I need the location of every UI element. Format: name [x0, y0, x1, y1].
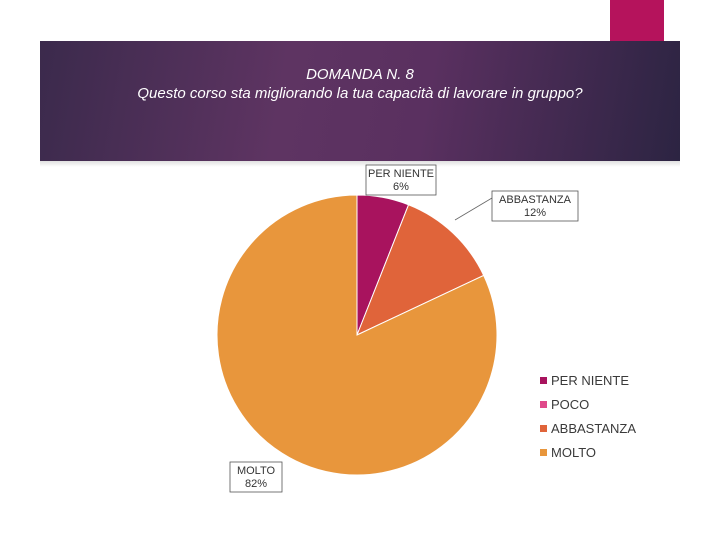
data-label-category: MOLTO [237, 465, 276, 477]
slide-title: DOMANDA N. 8 Questo corso sta migliorand… [40, 65, 680, 103]
legend-label: ABBASTANZA [551, 420, 637, 436]
chart-legend: PER NIENTE POCO ABBASTANZA MOLTO [540, 368, 636, 464]
legend-label: PER NIENTE [551, 372, 630, 388]
pie-slice-molto [216, 194, 498, 476]
data-label-value: 6% [393, 181, 409, 193]
legend-label: POCO [551, 396, 590, 412]
title-line-2: Questo corso sta migliorando la tua capa… [137, 85, 583, 102]
pie-slice-abbastanza [356, 204, 485, 336]
legend-label: MOLTO [551, 444, 597, 460]
data-label-box [229, 461, 283, 493]
title-banner: DOMANDA N. 8 Questo corso sta migliorand… [40, 41, 680, 167]
legend-swatch [540, 424, 547, 432]
legend-item-molto: MOLTO [540, 440, 636, 464]
legend-item-abbastanza: ABBASTANZA [540, 416, 636, 440]
legend-swatch [540, 448, 547, 456]
legend-swatch [540, 400, 547, 408]
legend-item-poco: POCO [540, 392, 636, 416]
title-line-1: DOMANDA N. 8 [306, 66, 414, 83]
legend-item-per-niente: PER NIENTE [540, 368, 636, 392]
data-label-box [365, 164, 437, 196]
data-label-box [491, 190, 579, 222]
legend-swatch [540, 376, 547, 384]
data-label-value: 12% [524, 207, 546, 219]
data-label-category: PER NIENTE [368, 168, 434, 180]
data-label-category: ABBASTANZA [499, 194, 572, 206]
data-label-value: 82% [245, 478, 267, 490]
data-label-leader-line [454, 197, 493, 221]
